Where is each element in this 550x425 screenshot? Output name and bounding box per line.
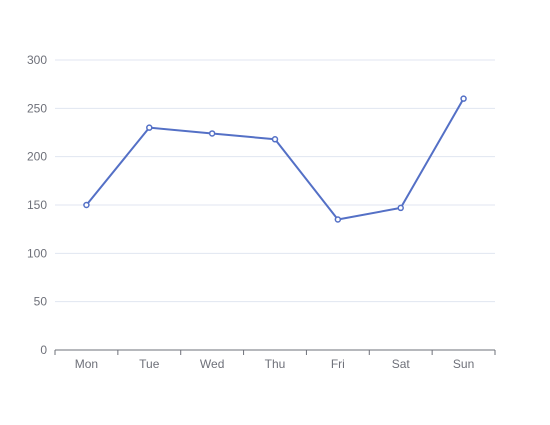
axes: 0 50 100 150 200 250 300 Mon Tue Wed Thu Fri Sat Sun: [27, 53, 496, 371]
y-tick-label: 300: [27, 53, 47, 67]
y-tick-label: 0: [40, 343, 47, 357]
x-tick-label: Fri: [331, 357, 345, 371]
series: [83, 95, 467, 223]
y-tick-label: 200: [27, 150, 47, 164]
x-tick-label: Wed: [200, 357, 224, 371]
x-tick-label: Sun: [453, 357, 474, 371]
series-line: [85, 98, 465, 221]
x-tick-label: Thu: [265, 357, 286, 371]
data-point-mon[interactable]: [83, 201, 90, 209]
y-tick-label: 100: [27, 246, 47, 260]
data-point-tue[interactable]: [146, 124, 153, 131]
data-point-fri[interactable]: [334, 216, 342, 223]
data-point-sat[interactable]: [397, 204, 404, 212]
x-tick-label: Mon: [75, 357, 98, 371]
grid-lines: [55, 59, 495, 303]
y-tick-label: 150: [27, 198, 47, 212]
y-tick-label: 250: [27, 101, 47, 115]
data-point-wed[interactable]: [208, 130, 216, 137]
x-tick-label: Sat: [392, 357, 411, 371]
data-point-sun[interactable]: [460, 95, 467, 102]
x-tick-label: Tue: [139, 357, 160, 371]
data-point-thu[interactable]: [271, 136, 279, 143]
y-tick-label: 50: [34, 295, 48, 309]
